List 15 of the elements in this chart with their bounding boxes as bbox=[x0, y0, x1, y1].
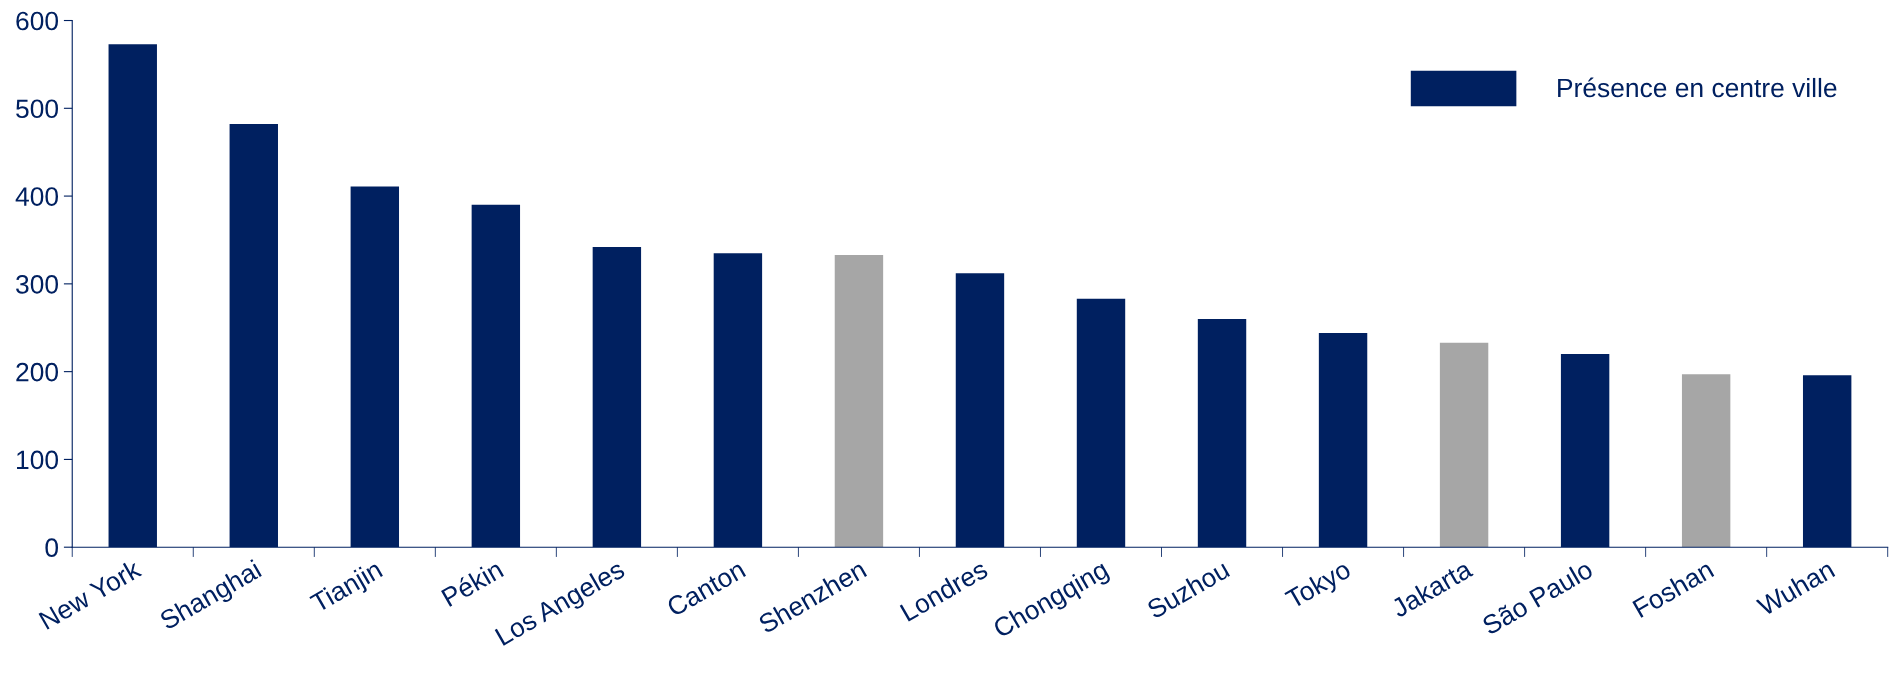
y-tick-label: 200 bbox=[16, 362, 59, 382]
bar bbox=[1681, 374, 1731, 548]
y-tick-label: 300 bbox=[16, 274, 59, 294]
x-tick-label: São Paulo bbox=[1480, 558, 1594, 636]
x-tick-label: Pékin bbox=[440, 558, 505, 608]
y-tick-label: 600 bbox=[16, 11, 59, 31]
y-tick-label: 500 bbox=[16, 99, 59, 119]
y-tick-label: 100 bbox=[17, 450, 59, 470]
legend-label: Présence en centre ville bbox=[1558, 77, 1837, 98]
y-tick-label: 400 bbox=[15, 187, 59, 206]
x-tick-label: Tokyo bbox=[1283, 558, 1355, 614]
x-tick-label: New York bbox=[38, 558, 143, 630]
bar bbox=[1439, 342, 1489, 548]
bar bbox=[834, 254, 884, 548]
y-tick-label: 0 bbox=[45, 538, 59, 558]
